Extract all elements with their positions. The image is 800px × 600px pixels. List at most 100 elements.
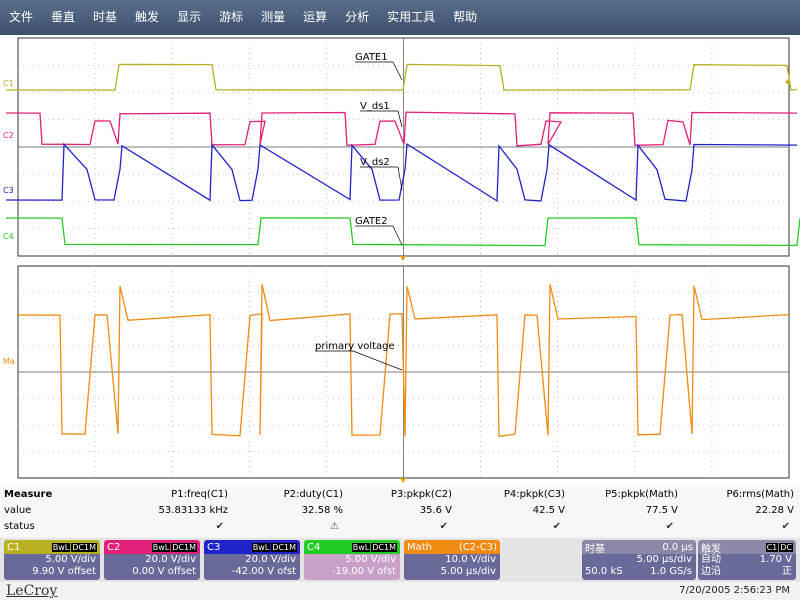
- timebase-box[interactable]: 时基 0.0 µs 5.00 µs/div 50.0 kS 1.0 GS/s: [582, 540, 696, 580]
- warning-icon: ⚠: [330, 521, 339, 532]
- trigger-coupling: DC: [779, 542, 793, 552]
- channel-id: C4: [307, 541, 321, 553]
- c1-marker: C1: [3, 79, 14, 88]
- bandwidth-tag: BwL: [351, 542, 371, 552]
- channel-box-c4[interactable]: C4 BwL DC1M 5.00 V/div -19.00 V ofst: [304, 540, 400, 580]
- gate1-label: GATE1: [355, 52, 388, 63]
- coupling-tag: DC1M: [171, 542, 197, 552]
- measure-param-value: 22.28 V: [755, 505, 794, 516]
- volts-per-div: 20.0 V/div: [145, 554, 196, 565]
- waveform-grid: C1 C2 C3 C4 Ma GATE1 V_ds1 V_ds2 GATE2 primary vo…: [3, 37, 800, 483]
- bandwidth-tag: BwL: [151, 542, 171, 552]
- menu-item-5[interactable]: 游标: [219, 10, 244, 24]
- c3-marker: C3: [3, 186, 14, 195]
- measure-param-value: 35.6 V: [419, 505, 452, 516]
- check-icon: ✔: [439, 521, 448, 532]
- datetime: 7/20/2005 2:56:23 PM: [679, 585, 790, 596]
- measure-param-value: 32.58 %: [301, 505, 343, 516]
- coupling-tag: DC1M: [71, 542, 97, 552]
- timebase-tdiv: 5.00 µs/div: [636, 554, 692, 565]
- trigger-mode: 自动: [701, 554, 721, 565]
- gate2-label: GATE2: [355, 216, 388, 227]
- timebase-title: 时基: [585, 543, 605, 555]
- math-formula: (C2-C3): [458, 541, 497, 553]
- volts-per-div: 5.00 V/div: [45, 554, 96, 565]
- vds2-trace: [5, 142, 798, 203]
- trigger-arrow-lower: [400, 478, 406, 483]
- channel-box-c2[interactable]: C2 BwL DC1M 20.0 V/div 0.00 V offset: [104, 540, 200, 580]
- math-time-per-div: 5.00 µs/div: [440, 566, 496, 577]
- check-icon: ✔: [215, 521, 224, 532]
- measure-title: Measure: [4, 489, 53, 500]
- c2-marker: C2: [3, 131, 14, 140]
- trigger-source: C1: [765, 542, 779, 552]
- menu-item-8[interactable]: 分析: [345, 10, 370, 24]
- menu-item-10[interactable]: 帮助: [453, 10, 478, 24]
- measure-param-name: P3:pkpk(C2): [390, 489, 452, 500]
- measure-param-name: P5:pkpk(Math): [605, 489, 678, 500]
- menu-item-4[interactable]: 显示: [177, 10, 202, 24]
- offset: 0.00 V offset: [132, 566, 196, 577]
- measure-param-name: P2:duty(C1): [283, 489, 343, 500]
- measure-param-value: 77.5 V: [645, 505, 678, 516]
- measure-panel: Measure P1:freq(C1) P2:duty(C1) P3:pkpk(C2…: [0, 487, 800, 537]
- volts-per-div: 20.0 V/div: [245, 554, 296, 565]
- trigger-arrow-upper: [400, 256, 406, 261]
- footer: LeCroy 7/20/2005 2:56:23 PM: [0, 582, 800, 600]
- trigger-box[interactable]: 触发 C1 DC 自动 1.70 V 边沿 正: [698, 540, 796, 580]
- menu-item-3[interactable]: 触发: [135, 10, 160, 24]
- channel-descriptor-bar: C1 BwL DC1M 5.00 V/div 9.90 V offset C2 BwL DC1…: [0, 538, 800, 582]
- measure-status-label: status: [4, 521, 35, 532]
- primary-label: primary voltage: [315, 341, 395, 352]
- trigger-title: 触发: [701, 543, 721, 555]
- math-volts-per-div: 10.0 V/div: [445, 554, 496, 565]
- coupling-tag: DC1M: [371, 542, 397, 552]
- channel-box-c1[interactable]: C1 BwL DC1M 5.00 V/div 9.90 V offset: [4, 540, 100, 580]
- channel-id: C1: [7, 541, 21, 553]
- measure-param-name: P4:pkpk(C3): [503, 489, 565, 500]
- channel-id: C2: [107, 541, 121, 553]
- trigger-level-arrow: [785, 78, 790, 86]
- coupling-tag: DC1M: [271, 542, 297, 552]
- menu-item-2[interactable]: 时基: [93, 10, 118, 24]
- offset: 9.90 V offset: [32, 566, 96, 577]
- menu-item-7[interactable]: 运算: [303, 10, 328, 24]
- measure-param-name: P1:freq(C1): [171, 489, 228, 500]
- gate2-trace: [5, 217, 800, 247]
- offset: -19.00 V ofst: [331, 566, 396, 577]
- primary-voltage-trace: [17, 284, 790, 438]
- measure-value-label: value: [4, 505, 32, 516]
- measure-param-value: 42.5 V: [532, 505, 565, 516]
- channel-id: C3: [207, 541, 221, 553]
- check-icon: ✔: [665, 521, 674, 532]
- trigger-slope: 正: [782, 566, 792, 577]
- trigger-level: 1.70 V: [759, 554, 792, 565]
- trigger-type: 边沿: [701, 566, 721, 577]
- menu-bar: 文件 垂直 时基 触发 显示 游标 测量 运算 分析 实用工具 帮助: [0, 0, 800, 35]
- measure-param-value: 53.83133 kHz: [158, 505, 228, 516]
- menu-item-1[interactable]: 垂直: [51, 10, 76, 24]
- vds2-label: V_ds2: [360, 157, 390, 168]
- c4-marker: C4: [3, 232, 14, 241]
- timebase-samples: 50.0 kS: [585, 566, 623, 577]
- vds1-trace: [5, 111, 798, 147]
- timebase-rate: 1.0 GS/s: [650, 566, 692, 577]
- check-icon: ✔: [781, 521, 790, 532]
- offset: -42.00 V ofst: [231, 566, 296, 577]
- vds1-label: V_ds1: [360, 101, 390, 112]
- channel-box-c3[interactable]: C3 BwL DC1M 20.0 V/div -42.00 V ofst: [204, 540, 300, 580]
- bandwidth-tag: BwL: [51, 542, 71, 552]
- menu-item-9[interactable]: 实用工具: [387, 10, 436, 24]
- volts-per-div: 5.00 V/div: [345, 554, 396, 565]
- measure-param-name: P6:rms(Math): [726, 489, 794, 500]
- menu-item-0[interactable]: 文件: [9, 10, 34, 24]
- lecroy-logo: LeCroy: [6, 583, 58, 599]
- menu-item-6[interactable]: 测量: [261, 10, 286, 24]
- channel-box-math[interactable]: Math (C2-C3) 10.0 V/div 5.00 µs/div: [404, 540, 500, 580]
- bandwidth-tag: BwL: [251, 542, 271, 552]
- timebase-delay: 0.0 µs: [662, 541, 693, 553]
- gate1-trace: [5, 63, 798, 91]
- waveform-display: C1 C2 C3 C4 Ma GATE1 V_ds1 V_ds2 GATE2 primary vo…: [0, 35, 800, 487]
- ma-marker: Ma: [3, 357, 15, 366]
- math-id: Math: [407, 541, 433, 553]
